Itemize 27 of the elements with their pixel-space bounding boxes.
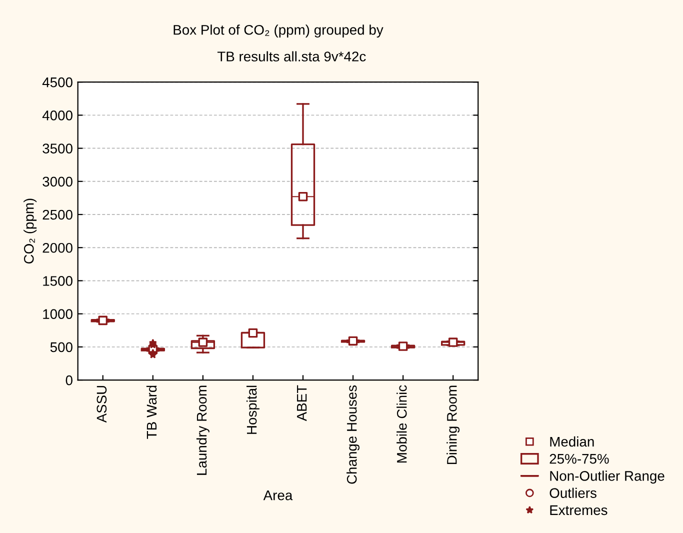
- legend-label: Median: [550, 436, 594, 447]
- legend-label: Extremes: [550, 505, 608, 516]
- chart-subtitle: TB results all.sta 9v*42c: [217, 51, 366, 62]
- x-tick-label: TB Ward: [146, 386, 157, 439]
- x-axis-title: Area: [263, 490, 293, 500]
- x-tick-label: ABET: [297, 385, 307, 422]
- y-tick-label: 2500: [42, 210, 72, 220]
- x-tick-label: Mobile Clinic: [396, 385, 407, 462]
- y-tick-label: 3000: [42, 176, 72, 187]
- y-tick-label: 4000: [42, 110, 72, 120]
- legend-label: Non-Outlier Range: [550, 470, 664, 484]
- y-tick-label: 0: [66, 375, 72, 386]
- x-tick-label: Hospital: [246, 386, 260, 434]
- x-tick-label: ASSU: [96, 386, 107, 423]
- y-tick-label: 1500: [43, 276, 72, 286]
- y-tick-label: 3500: [42, 144, 72, 154]
- chart-title: Box Plot of CO₂ (ppm) grouped by: [174, 24, 384, 38]
- y-tick-label: 2000: [42, 242, 72, 253]
- x-tick-label: Laundry Room: [196, 386, 210, 475]
- y-tick-label: 500: [50, 342, 72, 352]
- x-tick-label: Dining Room: [446, 386, 460, 464]
- y-tick-label: 1000: [43, 309, 72, 319]
- legend-label: Outliers: [550, 488, 596, 498]
- y-tick-label: 4500: [42, 77, 72, 88]
- y-axis-title: CO₂ (ppm): [24, 198, 37, 264]
- x-tick-label: Change Houses: [346, 385, 360, 484]
- legend-label: 25%-75%: [550, 454, 609, 464]
